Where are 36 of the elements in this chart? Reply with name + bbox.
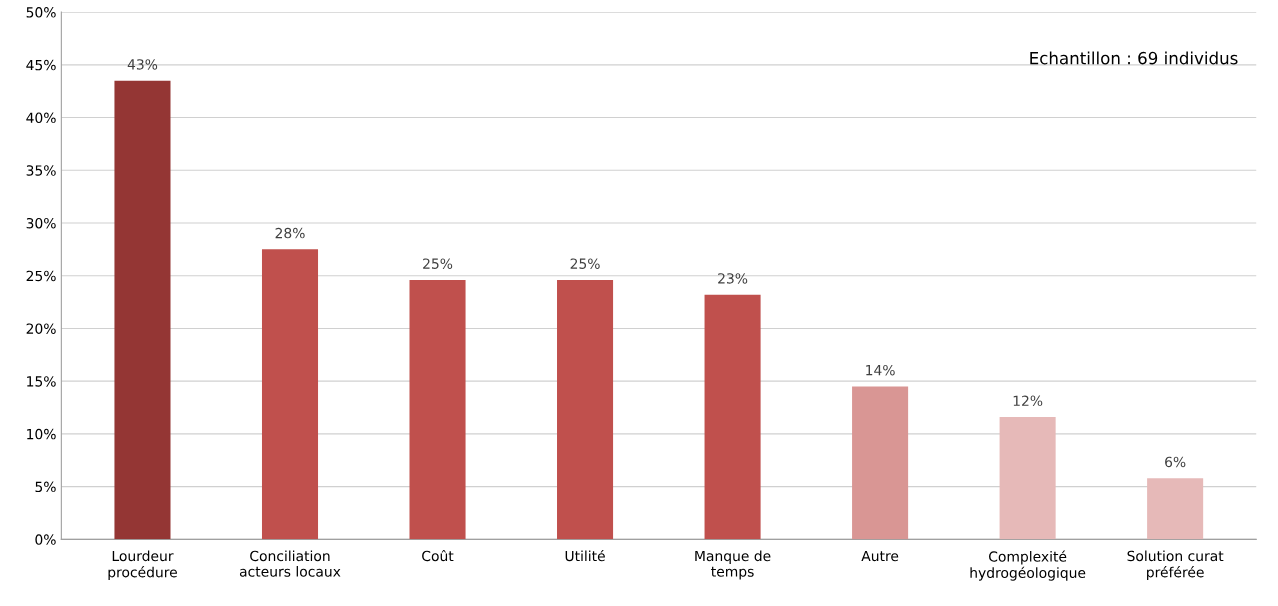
y-tick-label: 35% — [26, 165, 56, 176]
bar — [261, 249, 319, 540]
y-tick-label: 10% — [27, 428, 56, 440]
x-tick-label: Conciliation acteurs locaux — [239, 550, 341, 577]
x-tick-label: Solution curat préférée — [1127, 550, 1224, 581]
y-tick-label: 40% — [26, 112, 56, 124]
bar — [1147, 478, 1204, 540]
x-tick-label: Utilité — [565, 549, 605, 562]
data-label: 12% — [1013, 395, 1043, 406]
y-tick-label: 20% — [26, 323, 56, 334]
bar — [852, 386, 909, 540]
y-tick-label: 0% — [35, 534, 56, 545]
y-tick-label: 15% — [27, 376, 56, 387]
x-tick-label: Lourdeur procédure — [108, 550, 177, 581]
annotation: Echantillon : 69 individus — [1030, 51, 1238, 65]
data-label: 28% — [275, 227, 305, 239]
data-label: 23% — [718, 273, 748, 284]
data-label: 14% — [866, 364, 895, 376]
y-tick-label: 5% — [35, 481, 56, 493]
bar — [114, 80, 171, 540]
data-label: 25% — [570, 258, 600, 269]
x-tick-label: Complexité hydrogéologique — [970, 550, 1086, 581]
bar — [409, 279, 466, 540]
y-tick-label: 50% — [26, 7, 56, 18]
bar — [557, 279, 614, 540]
data-label: 25% — [423, 258, 453, 269]
bar — [999, 417, 1056, 540]
data-label: 6% — [1165, 456, 1186, 468]
x-tick-label: Manque de temps — [695, 550, 771, 580]
y-tick-label: 25% — [26, 270, 56, 282]
x-tick-label: Autre — [861, 550, 899, 562]
y-tick-label: 45% — [26, 59, 56, 71]
x-tick-label: Coût — [422, 549, 454, 562]
data-label: 43% — [127, 59, 158, 70]
y-tick-label: 30% — [26, 217, 56, 229]
bar — [704, 294, 761, 540]
